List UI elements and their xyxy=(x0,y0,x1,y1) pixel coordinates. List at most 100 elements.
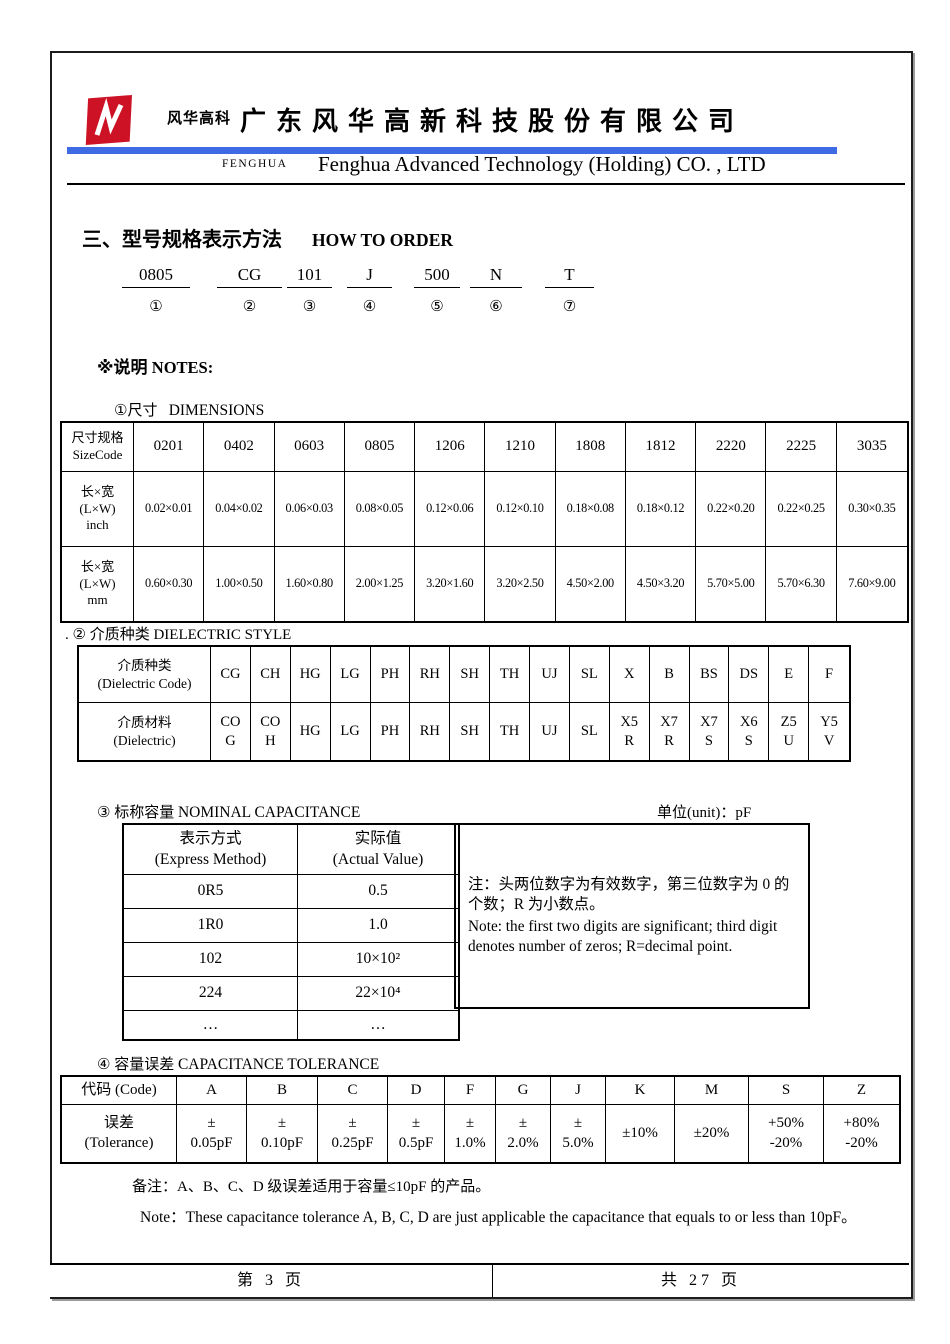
notes-label-cn: ※说明 xyxy=(97,358,148,377)
dimensions-cell: 0.30×0.35 xyxy=(836,472,907,547)
code-marker-4: ④ xyxy=(362,297,377,315)
dielectric-cell: SL xyxy=(569,647,610,703)
dielectric-cell: CO H xyxy=(251,703,291,760)
capacitance-cell: 10×10² xyxy=(298,943,458,977)
dielectric-cell: 介质材料 (Dielectric) xyxy=(79,703,211,760)
code-marker-6: ⑥ xyxy=(489,297,503,315)
remark-en: Note：These capacitance tolerance A, B, C… xyxy=(140,1209,857,1226)
tolerance-label: ④ 容量误差 CAPACITANCE TOLERANCE xyxy=(97,1053,379,1074)
dielectric-cell: SH xyxy=(450,647,491,703)
section-title-en: HOW TO ORDER xyxy=(312,230,454,250)
notes-label: ※说明 NOTES: xyxy=(97,353,213,378)
dimensions-cell: 0.08×0.05 xyxy=(344,472,416,547)
tolerance-cell: ±10% xyxy=(606,1105,675,1162)
dimensions-cell: 2220 xyxy=(696,423,767,472)
dimensions-cell: 0402 xyxy=(204,423,275,472)
dimensions-cell: 1812 xyxy=(625,423,697,472)
dimensions-table: 尺寸规格 SizeCode 0201 0402 0603 0805 1206 1210 180… xyxy=(60,421,909,623)
dimensions-cell: 0.22×0.25 xyxy=(766,472,837,547)
dielectric-cell: UJ xyxy=(530,647,570,703)
dimensions-label: ①尺寸 DIMENSIONS xyxy=(114,399,264,420)
capacitance-cell: 0.5 xyxy=(298,875,458,909)
capacitance-label: ③ 标称容量 NOMINAL CAPACITANCE xyxy=(97,801,360,822)
dimensions-cell: 5.70×5.00 xyxy=(696,547,767,621)
logo-brand-text: 风华高科 xyxy=(167,111,232,127)
capacitance-table: 表示方式 (Express Method) 实际值 (Actual Value) 0… xyxy=(122,823,460,1041)
dimensions-cell: 0.22×0.20 xyxy=(696,472,767,547)
dimensions-cell: 3.20×2.50 xyxy=(485,547,556,621)
dimensions-cell: 1808 xyxy=(555,423,626,472)
dielectric-cell: B xyxy=(649,647,690,703)
company-name-cn: 广东风华高新科技股份有限公司 xyxy=(239,107,744,136)
dimensions-cell: 0.60×0.30 xyxy=(134,547,205,621)
dimensions-cell: 0.06×0.03 xyxy=(274,472,345,547)
dimensions-cell: 5.70×6.30 xyxy=(766,547,837,621)
dielectric-cell: LG xyxy=(330,647,371,703)
code-part-tolerance: J xyxy=(347,265,392,288)
order-code-item: J ④ xyxy=(347,265,392,316)
code-part-dielectric: CG xyxy=(217,265,282,288)
dielectric-cell: X6 S xyxy=(729,703,770,760)
brand-fenghua-small: FENGHUA xyxy=(222,158,288,170)
blue-divider xyxy=(67,147,837,154)
dielectric-cell: BS xyxy=(689,647,730,703)
dimensions-cell: 2225 xyxy=(766,423,837,472)
dielectric-cell: CG xyxy=(211,647,251,703)
dimensions-cell: 7.60×9.00 xyxy=(848,576,896,590)
unit-label: 单位(unit)：pF xyxy=(657,805,752,821)
dielectric-cell: TH xyxy=(490,647,530,703)
dielectric-cell: X xyxy=(609,647,650,703)
tolerance-cell: J xyxy=(551,1077,606,1105)
dimensions-cell: 长×宽 (L×W) mm xyxy=(62,547,134,621)
dielectric-cell: UJ xyxy=(530,703,570,760)
dielectric-cell: SH xyxy=(450,703,491,760)
dimensions-cell: 0805 xyxy=(344,423,416,472)
tolerance-cell: ±20% xyxy=(675,1105,749,1162)
dimensions-cell: 0.18×0.12 xyxy=(625,472,697,547)
dimensions-cell: 长×宽 (L×W) inch xyxy=(62,472,134,547)
order-code-item: 101 ③ xyxy=(287,265,332,316)
tolerance-table: 代码 (Code) A B C D F G J K M S Z 误差 (Tolerance) ± 0.05… xyxy=(60,1075,901,1164)
tolerance-cell: D xyxy=(388,1077,445,1105)
fenghua-logo-icon xyxy=(85,95,133,146)
capacitance-cell: 22×10⁴ xyxy=(298,977,458,1011)
dielectric-cell: X7 R xyxy=(650,703,690,760)
capacitance-cell: … xyxy=(124,1011,298,1039)
tolerance-cell: +50% -20% xyxy=(749,1105,824,1162)
company-name-en: Fenghua Advanced Technology (Holding) CO… xyxy=(318,152,766,176)
dielectric-cell: LG xyxy=(331,703,371,760)
capacitance-label-cn: ③ 标称容量 xyxy=(97,805,175,821)
dielectric-cell: Y5 V xyxy=(820,713,838,749)
dimensions-cell: 0.12×0.06 xyxy=(415,472,486,547)
dimensions-cell: 1.00×0.50 xyxy=(204,547,275,621)
code-part-termination: N xyxy=(470,265,522,288)
tolerance-cell: F xyxy=(445,1077,496,1105)
code-marker-5: ⑤ xyxy=(430,297,444,315)
tolerance-cell: S xyxy=(749,1077,824,1105)
dielectric-cell: HG xyxy=(290,647,331,703)
dimensions-cell: 0.04×0.02 xyxy=(204,472,275,547)
section-title-cn: 三、型号规格表示方法 xyxy=(82,229,282,251)
tolerance-cell: ± 2.0% xyxy=(496,1105,551,1162)
code-marker-1: ① xyxy=(149,297,163,315)
dielectric-cell: PH xyxy=(370,647,411,703)
dielectric-cell: F xyxy=(809,647,849,703)
tolerance-cell: C xyxy=(318,1077,388,1105)
capacitance-cell: 1.0 xyxy=(298,909,458,943)
section-heading: 三、型号规格表示方法 HOW TO ORDER xyxy=(82,223,453,252)
tolerance-cell: K xyxy=(606,1077,675,1105)
dielectric-cell: PH xyxy=(371,703,411,760)
dielectric-table: 介质种类 (Dielectric Code) CG CH HG LG PH RH SH TH UJ… xyxy=(77,645,851,762)
tolerance-cell: ± 5.0% xyxy=(551,1105,606,1162)
dimensions-cell: 1210 xyxy=(485,423,556,472)
capacitance-cell: 224 xyxy=(124,977,298,1011)
tolerance-cell: ± 0.25pF xyxy=(318,1105,388,1162)
dimensions-cell: 3035 xyxy=(836,423,907,472)
capacitance-note-cn: 注：头两位数字为有效数字，第三位数字为 0 的个数；R 为小数点。 xyxy=(468,875,790,913)
capacitance-cell: 1R0 xyxy=(124,909,298,943)
order-code-item: T ⑦ xyxy=(545,265,594,316)
order-code-item: N ⑥ xyxy=(470,265,522,316)
dimensions-label-cn: ①尺寸 xyxy=(114,403,158,419)
dimensions-cell: 4.50×3.20 xyxy=(626,547,697,621)
capacitance-note-en: Note: the first two digits are significa… xyxy=(468,918,778,956)
